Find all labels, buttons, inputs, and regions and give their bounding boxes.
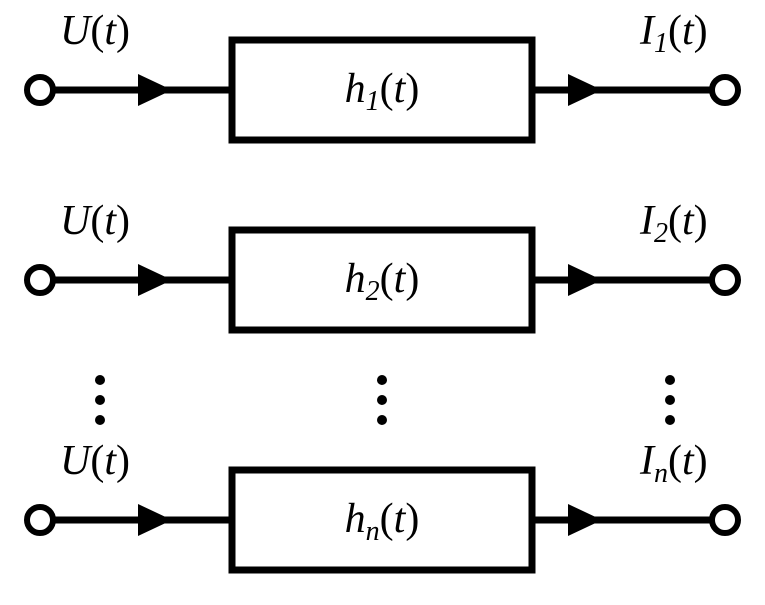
ellipsis-dot bbox=[95, 375, 105, 385]
arrow-icon bbox=[568, 264, 602, 296]
ellipsis-dot bbox=[377, 375, 387, 385]
arrow-icon bbox=[568, 504, 602, 536]
output-label: I2(t) bbox=[639, 198, 708, 249]
box-label: h2(t) bbox=[345, 256, 420, 307]
input-label: U(t) bbox=[60, 198, 130, 244]
arrow-icon bbox=[568, 74, 602, 106]
ellipsis-dot bbox=[665, 395, 675, 405]
input-terminal bbox=[27, 77, 53, 103]
box-label: h1(t) bbox=[345, 66, 420, 117]
ellipsis-dot bbox=[377, 395, 387, 405]
ellipsis-dot bbox=[95, 415, 105, 425]
ellipsis-dot bbox=[665, 375, 675, 385]
ellipsis-dot bbox=[377, 415, 387, 425]
arrow-icon bbox=[138, 74, 172, 106]
input-label: U(t) bbox=[60, 438, 130, 484]
input-terminal bbox=[27, 507, 53, 533]
arrow-icon bbox=[138, 504, 172, 536]
output-label: In(t) bbox=[639, 438, 708, 489]
output-terminal bbox=[712, 77, 738, 103]
arrow-icon bbox=[138, 264, 172, 296]
input-label: U(t) bbox=[60, 8, 130, 54]
box-label: hn(t) bbox=[345, 496, 420, 547]
output-terminal bbox=[712, 267, 738, 293]
output-terminal bbox=[712, 507, 738, 533]
input-terminal bbox=[27, 267, 53, 293]
output-label: I1(t) bbox=[639, 8, 708, 59]
ellipsis-dot bbox=[95, 395, 105, 405]
ellipsis-dot bbox=[665, 415, 675, 425]
